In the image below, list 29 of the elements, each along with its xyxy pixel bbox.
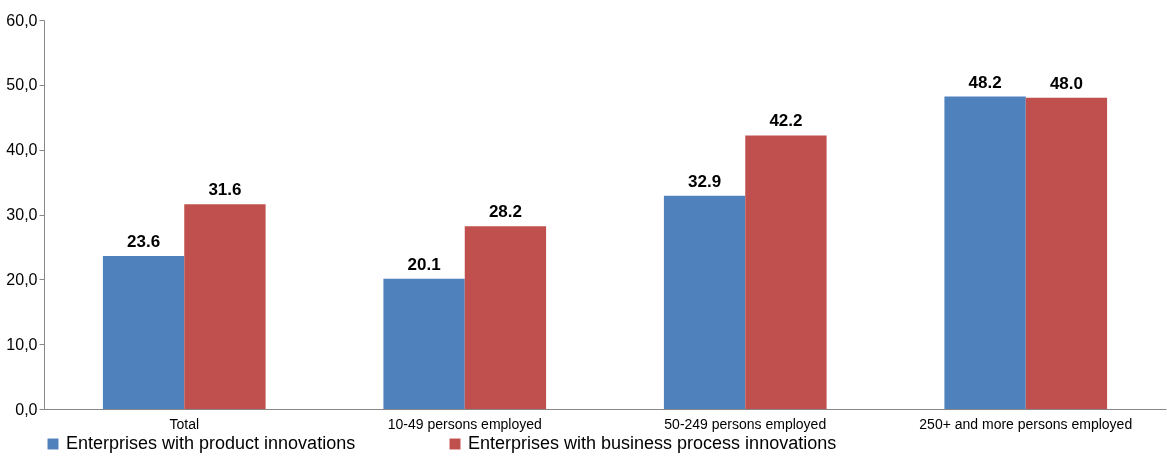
y-tick-label: 50,0 — [6, 76, 38, 94]
data-label: 28.2 — [488, 202, 522, 222]
data-label: 48.2 — [968, 72, 1002, 92]
bar — [663, 195, 746, 409]
bar — [1025, 97, 1108, 409]
data-label: 48.0 — [1049, 73, 1083, 93]
bar — [464, 226, 547, 409]
bar — [184, 204, 266, 409]
bar — [745, 135, 827, 409]
y-tick-label: 20,0 — [6, 270, 38, 288]
x-tick-label: 250+ and more persons employed — [919, 415, 1133, 432]
bar — [944, 96, 1026, 409]
x-tick-label: Total — [169, 415, 200, 432]
y-tick-label: 30,0 — [6, 206, 38, 223]
bar — [102, 255, 185, 409]
y-tick-label: 0,0 — [15, 400, 38, 418]
bar — [383, 278, 465, 409]
data-label: 31.6 — [208, 180, 242, 200]
data-label: 42.2 — [769, 111, 803, 131]
y-tick-label: 10,0 — [6, 335, 38, 353]
x-tick-label: 10-49 persons employed — [387, 415, 542, 432]
x-tick-label: 50-249 persons employed — [664, 415, 827, 432]
legend-label: Enterprises with product innovations — [66, 433, 356, 453]
y-tick-label: 60,0 — [6, 11, 38, 29]
data-label: 23.6 — [127, 231, 161, 251]
data-label: 32.9 — [688, 171, 722, 191]
y-tick-label: 40,0 — [6, 141, 38, 159]
data-label: 20.1 — [407, 254, 441, 274]
legend-label: Enterprises with business process innovations — [468, 433, 837, 453]
